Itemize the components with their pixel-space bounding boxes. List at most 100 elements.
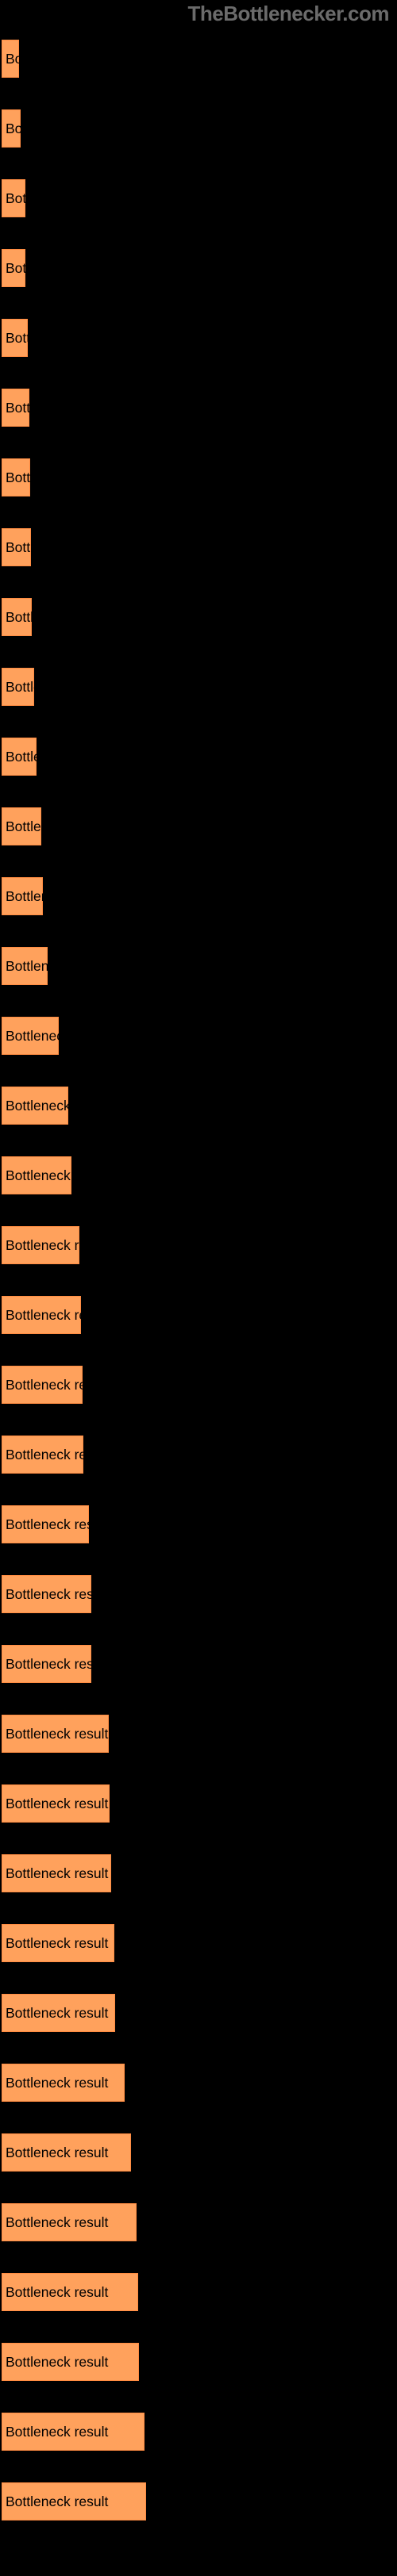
bar-row: Bottleneck result xyxy=(2,2203,397,2241)
bar-label: Bottleneck result xyxy=(6,749,108,765)
bar-row: Bottleneck result xyxy=(2,1994,397,2032)
bar-label: Bottleneck result xyxy=(6,679,108,696)
bar: Bottleneck result xyxy=(2,1575,91,1613)
bar-label: Bottleneck result xyxy=(6,818,108,835)
bar-row: Bottleneck result xyxy=(2,807,397,845)
bar-row: Bottleneck result xyxy=(2,389,397,427)
watermark-text: TheBottlenecker.com xyxy=(188,2,389,26)
bar: Bottleneck result xyxy=(2,2203,137,2241)
bar: Bottleneck result xyxy=(2,40,19,78)
bar-row: Bottleneck result xyxy=(2,1296,397,1334)
bar: Bottleneck result xyxy=(2,319,28,357)
bar-row: Bottleneck result xyxy=(2,2413,397,2451)
bar: Bottleneck result xyxy=(2,877,43,915)
bar: Bottleneck result xyxy=(2,2064,125,2102)
bar-label: Bottleneck result xyxy=(6,400,108,416)
bar-label: Bottleneck result xyxy=(6,539,108,556)
bar: Bottleneck result xyxy=(2,1017,59,1055)
bar-label: Bottleneck result xyxy=(6,609,108,626)
bar-row: Bottleneck result xyxy=(2,1505,397,1543)
bar: Bottleneck result xyxy=(2,1087,68,1125)
bar: Bottleneck result xyxy=(2,1226,79,1264)
bar-label: Bottleneck result xyxy=(6,1167,108,1184)
bar-label: Bottleneck result xyxy=(6,1307,108,1324)
bar: Bottleneck result xyxy=(2,1296,81,1334)
bar-row: Bottleneck result xyxy=(2,2064,397,2102)
bar-label: Bottleneck result xyxy=(6,2354,108,2371)
bar: Bottleneck result xyxy=(2,1994,115,2032)
bar: Bottleneck result xyxy=(2,109,21,148)
bar-row: Bottleneck result xyxy=(2,2343,397,2381)
bar-label: Bottleneck result xyxy=(6,1028,108,1045)
bar-row: Bottleneck result xyxy=(2,1436,397,1474)
bar: Bottleneck result xyxy=(2,1505,89,1543)
bar-row: Bottleneck result xyxy=(2,109,397,148)
bar-row: Bottleneck result xyxy=(2,1226,397,1264)
bar: Bottleneck result xyxy=(2,179,25,217)
bar-label: Bottleneck result xyxy=(6,260,108,277)
bar: Bottleneck result xyxy=(2,668,34,706)
bar: Bottleneck result xyxy=(2,1156,71,1194)
bar-label: Bottleneck result xyxy=(6,888,108,905)
bar-row: Bottleneck result xyxy=(2,947,397,985)
bar: Bottleneck result xyxy=(2,458,30,496)
bar-label: Bottleneck result xyxy=(6,1516,108,1533)
bar-row: Bottleneck result xyxy=(2,1784,397,1823)
bar-label: Bottleneck result xyxy=(6,1377,108,1393)
bar-label: Bottleneck result xyxy=(6,1237,108,1254)
bar-label: Bottleneck result xyxy=(6,958,108,975)
bar-label: Bottleneck result xyxy=(6,1586,108,1603)
bar-label: Bottleneck result xyxy=(6,1098,108,1114)
bar: Bottleneck result xyxy=(2,389,29,427)
bar-label: Bottleneck result xyxy=(6,121,108,137)
bar: Bottleneck result xyxy=(2,2482,146,2520)
bar-label: Bottleneck result xyxy=(6,1865,108,1882)
bar-row: Bottleneck result xyxy=(2,40,397,78)
bar-label: Bottleneck result xyxy=(6,1447,108,1463)
bar: Bottleneck result xyxy=(2,738,37,776)
bar: Bottleneck result xyxy=(2,1645,91,1683)
bar-row: Bottleneck result xyxy=(2,668,397,706)
bar-label: Bottleneck result xyxy=(6,2075,108,2091)
bar: Bottleneck result xyxy=(2,1784,110,1823)
bar-row: Bottleneck result xyxy=(2,1854,397,1892)
bar: Bottleneck result xyxy=(2,2273,138,2311)
bar: Bottleneck result xyxy=(2,528,31,566)
bar-label: Bottleneck result xyxy=(6,2214,108,2231)
bar-row: Bottleneck result xyxy=(2,2273,397,2311)
bar-row: Bottleneck result xyxy=(2,1017,397,1055)
bar: Bottleneck result xyxy=(2,947,48,985)
bar-label: Bottleneck result xyxy=(6,2424,108,2440)
bar-label: Bottleneck result xyxy=(6,330,108,347)
bar-label: Bottleneck result xyxy=(6,2494,108,2510)
bar-row: Bottleneck result xyxy=(2,1715,397,1753)
bar-row: Bottleneck result xyxy=(2,1645,397,1683)
bar-label: Bottleneck result xyxy=(6,2284,108,2301)
bar: Bottleneck result xyxy=(2,249,25,287)
bar: Bottleneck result xyxy=(2,2413,145,2451)
bar-label: Bottleneck result xyxy=(6,1656,108,1673)
bar-row: Bottleneck result xyxy=(2,2133,397,2172)
bar-label: Bottleneck result xyxy=(6,1935,108,1952)
bar-row: Bottleneck result xyxy=(2,528,397,566)
bar: Bottleneck result xyxy=(2,1715,109,1753)
bar-label: Bottleneck result xyxy=(6,190,108,207)
bar: Bottleneck result xyxy=(2,807,41,845)
bar-label: Bottleneck result xyxy=(6,51,108,67)
bar-row: Bottleneck result xyxy=(2,1575,397,1613)
bar-row: Bottleneck result xyxy=(2,738,397,776)
bar-row: Bottleneck result xyxy=(2,458,397,496)
bar-row: Bottleneck result xyxy=(2,179,397,217)
bar-label: Bottleneck result xyxy=(6,2145,108,2161)
bar-row: Bottleneck result xyxy=(2,2482,397,2520)
bar: Bottleneck result xyxy=(2,2343,139,2381)
bar-row: Bottleneck result xyxy=(2,877,397,915)
bottleneck-bar-chart: Bottleneck resultBottleneck resultBottle… xyxy=(0,0,397,2576)
bar: Bottleneck result xyxy=(2,1854,111,1892)
bar-label: Bottleneck result xyxy=(6,1796,108,1812)
bar-row: Bottleneck result xyxy=(2,1366,397,1404)
bar-label: Bottleneck result xyxy=(6,2005,108,2022)
bar: Bottleneck result xyxy=(2,1366,83,1404)
bar: Bottleneck result xyxy=(2,1436,83,1474)
bar: Bottleneck result xyxy=(2,598,32,636)
